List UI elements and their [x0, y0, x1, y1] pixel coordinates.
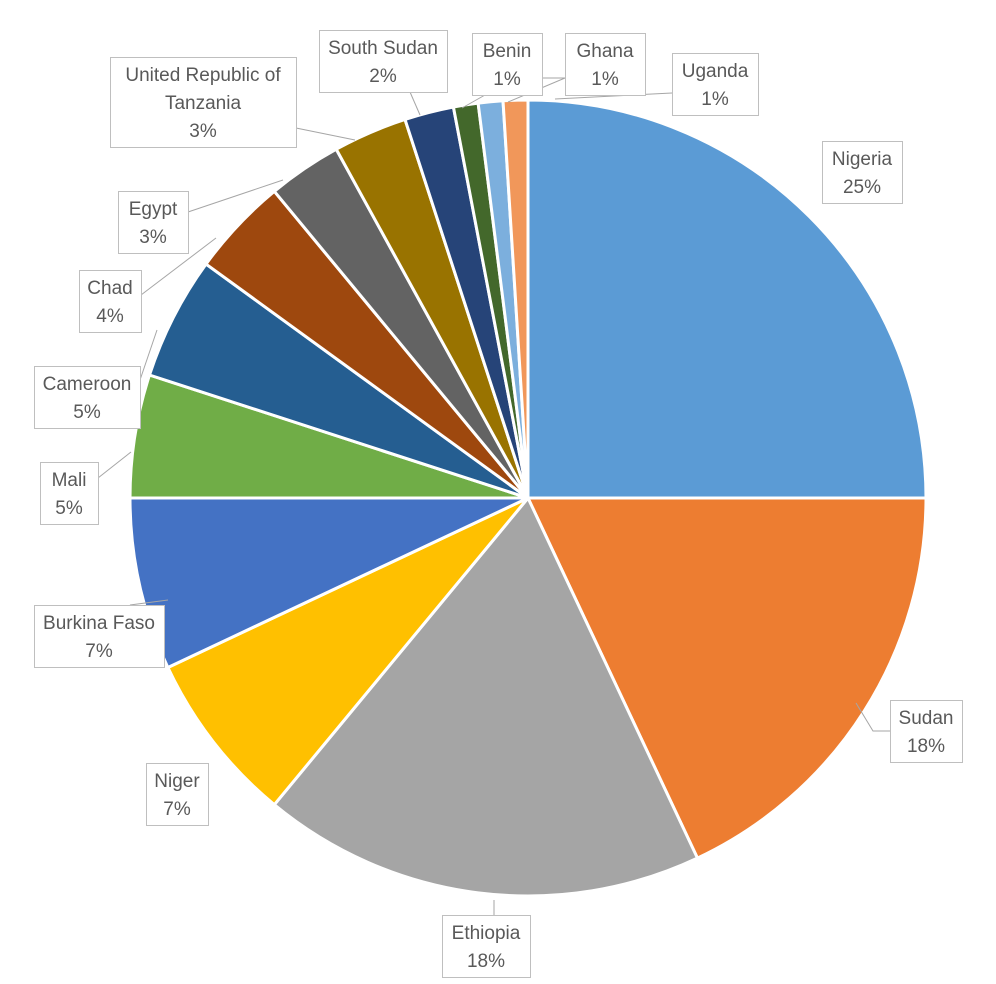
data-label-egypt: Egypt 3% — [118, 191, 189, 254]
data-label-value: 18% — [907, 736, 945, 757]
data-label-category: Burkina Faso — [43, 613, 155, 634]
data-label-category: Nigeria — [832, 149, 893, 170]
pie-slice-sudan — [526, 496, 928, 860]
data-label-value: 1% — [493, 69, 521, 90]
data-label-value: 25% — [843, 177, 881, 198]
data-label-value: 18% — [467, 951, 505, 972]
data-label-value: 5% — [55, 498, 83, 519]
leader-line-united-republic-of-tanzania — [295, 127, 356, 141]
pie-slice-niger — [166, 496, 530, 807]
pie-slice-nigeria — [526, 98, 928, 500]
data-label-benin: Benin 1% — [472, 33, 543, 96]
data-label-sudan: Sudan 18% — [890, 700, 963, 763]
leader-line-chad — [140, 237, 217, 296]
data-label-category: United Republic of — [125, 65, 281, 86]
data-label-box — [118, 191, 189, 254]
leader-line-mali — [97, 451, 132, 479]
data-label-category: Niger — [154, 771, 200, 792]
data-label-chad: Chad 4% — [79, 270, 142, 333]
data-label-category: Benin — [483, 41, 532, 62]
data-label-box — [34, 366, 141, 429]
data-labels: Nigeria25%Sudan18%Ethiopia18%Niger7%Burk… — [34, 30, 963, 978]
leader-line-sudan — [855, 702, 890, 732]
data-label-nigeria: Nigeria 25% — [822, 141, 903, 204]
data-label-box — [146, 763, 209, 826]
data-label-value: 7% — [85, 641, 113, 662]
data-label-niger: Niger 7% — [146, 763, 209, 826]
data-label-value: 5% — [73, 402, 101, 423]
data-label-box — [79, 270, 142, 333]
data-label-box — [672, 53, 759, 116]
leader-line-cameroon — [139, 329, 158, 381]
data-label-category: Cameroon — [43, 374, 132, 395]
data-label-cameroon: Cameroon 5% — [34, 366, 141, 429]
data-label-box — [890, 700, 963, 763]
data-label-category: Uganda — [682, 61, 749, 82]
data-label-value: 1% — [701, 89, 729, 110]
leader-line-south-sudan — [409, 91, 421, 116]
data-label-ghana: Ghana 1% — [565, 33, 646, 96]
data-label-box — [110, 57, 297, 148]
pie-slice-uganda — [501, 98, 530, 500]
data-label-value: 2% — [369, 66, 397, 87]
data-label-category: Mali — [52, 470, 87, 491]
data-label-category: Ethiopia — [452, 923, 521, 944]
data-label-category: Sudan — [899, 708, 954, 729]
data-label-box — [34, 605, 165, 668]
data-label-box — [565, 33, 646, 96]
pie-slice-ethiopia — [272, 496, 699, 898]
data-label-box — [442, 915, 531, 978]
data-label-value: 3% — [189, 121, 217, 142]
data-label-box — [822, 141, 903, 204]
leader-line-benin — [461, 94, 486, 109]
data-label-value: 3% — [139, 227, 167, 248]
pie-slices — [128, 98, 928, 898]
data-label-category: Chad — [87, 278, 132, 299]
data-label-category: South Sudan — [328, 38, 438, 59]
data-label-mali: Mali 5% — [40, 462, 99, 525]
data-label-value: 4% — [96, 306, 124, 327]
data-label-box — [472, 33, 543, 96]
data-label-value: 1% — [591, 69, 619, 90]
data-label-burkina-faso: Burkina Faso 7% — [34, 605, 165, 668]
data-label-uganda: Uganda 1% — [672, 53, 759, 116]
data-label-category: Tanzania — [165, 93, 241, 114]
data-label-united-republic-of-tanzania: United Republic of Tanzania 3% — [110, 57, 297, 148]
data-label-ethiopia: Ethiopia 18% — [442, 915, 531, 978]
data-label-south-sudan: South Sudan 2% — [319, 30, 448, 93]
data-label-box — [319, 30, 448, 93]
data-label-value: 7% — [163, 799, 191, 820]
leader-line-egypt — [187, 179, 284, 213]
data-label-box — [40, 462, 99, 525]
data-label-category: Ghana — [576, 41, 633, 62]
data-label-category: Egypt — [129, 199, 178, 220]
